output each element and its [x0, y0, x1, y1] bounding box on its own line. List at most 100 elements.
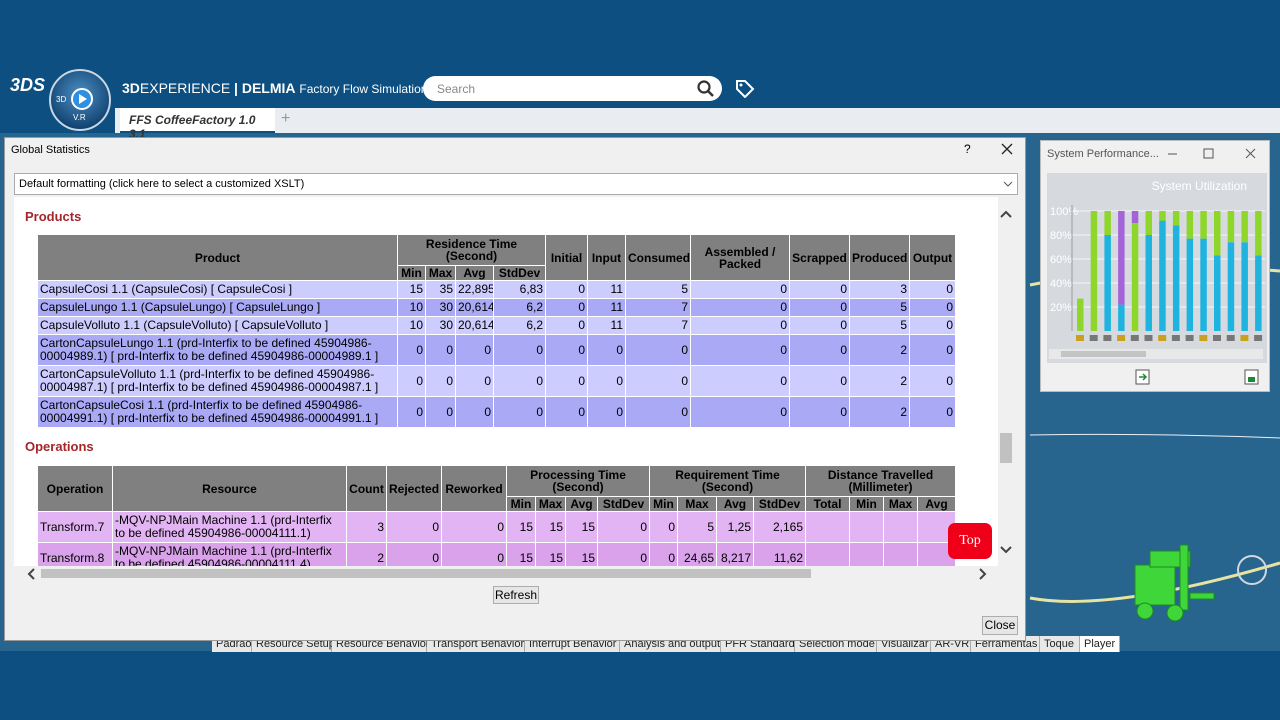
scroll-thumb[interactable]: [41, 569, 811, 578]
table-cell: 2: [849, 396, 911, 428]
help-button[interactable]: ?: [964, 142, 971, 156]
scroll-down[interactable]: [1000, 545, 1012, 555]
toolbar-tab[interactable]: Toque: [1040, 636, 1080, 652]
bar-icon: [1171, 335, 1180, 341]
table-cell: Transform.7: [37, 511, 113, 543]
table-cell: 0: [625, 365, 692, 397]
table-cell: 0: [909, 396, 957, 428]
close-icon[interactable]: [1001, 143, 1013, 155]
utilization-bar: [1186, 211, 1194, 239]
product: | DELMIA: [234, 80, 296, 96]
bar-icon: [1185, 335, 1194, 341]
column-header: Residence Time (Second): [396, 234, 547, 266]
vertical-scrollbar[interactable]: [998, 205, 1014, 566]
window-controls[interactable]: [1166, 147, 1266, 161]
scroll-right[interactable]: [978, 568, 988, 580]
utilization-bar: [1214, 211, 1221, 256]
sub-column-header: Min: [849, 496, 885, 512]
column-header: Reworked: [441, 465, 507, 512]
table-cell: 0: [545, 396, 589, 428]
sub-column-header: Min: [649, 496, 678, 512]
table-header: Product Residence Time (Second) Initial Inp…: [37, 234, 957, 281]
table-cell: 15: [565, 542, 598, 566]
table-cell: 0: [587, 334, 627, 366]
table-cell: 0: [545, 334, 589, 366]
table-cell: 2: [849, 365, 911, 397]
table-row: CapsuleLungo 1.1 (CapsuleLungo) [ Capsul…: [37, 298, 957, 317]
bar-icon: [1117, 335, 1126, 341]
table-cell: 15: [535, 511, 566, 543]
bar-icon: [1103, 335, 1112, 341]
utilization-bar: [1145, 211, 1152, 235]
dialog: Global Statistics ? Default formatting (…: [4, 137, 1026, 641]
table-cell: CartonCapsuleLungo 1.1 (prd-Interfix to …: [37, 334, 398, 366]
bar-icon: [1089, 335, 1098, 341]
app-name: Factory Flow Simulation: [299, 82, 428, 96]
header-row: Product Residence Time (Second) Initial Inp…: [37, 234, 957, 281]
products-table: Product Residence Time (Second) Initial Inp…: [37, 234, 957, 428]
table-row: Transform.7 -MQV-NPJMain Machine 1.1 (prd…: [37, 511, 957, 543]
scroll-left[interactable]: [26, 568, 36, 580]
table-cell: 0: [425, 365, 456, 397]
table-cell: 0: [909, 316, 957, 335]
column-header: Assembled / Packed: [690, 234, 791, 281]
format-dropdown[interactable]: Default formatting (click here to select…: [14, 173, 1018, 195]
table-cell: 5: [849, 316, 911, 335]
utilization-bar: [1172, 225, 1180, 331]
horizontal-scrollbar[interactable]: [14, 566, 998, 581]
table-cell: 8,217: [716, 542, 754, 566]
column-header: Consumed: [625, 234, 692, 281]
table-cell: 0: [545, 280, 589, 299]
table-cell: Transform.8: [37, 542, 113, 566]
table-cell: 0: [397, 396, 426, 428]
table-cell: 0: [909, 365, 957, 397]
add-tab[interactable]: +: [281, 110, 291, 127]
table-row: CapsuleVolluto 1.1 (CapsuleVolluto) [ Ca…: [37, 316, 957, 335]
sub-column-header: Max: [535, 496, 566, 512]
table-cell: 0: [441, 511, 507, 543]
utilization-bar: [1118, 211, 1125, 305]
y-tick-label: 100%: [1050, 206, 1078, 218]
sub-column-header: Min: [397, 265, 426, 281]
table-cell: 20,614: [455, 316, 494, 335]
search-icon[interactable]: [697, 80, 715, 98]
table-cell: 3: [849, 280, 911, 299]
table-cell: 24,65: [677, 542, 717, 566]
sub-column-header: StdDev: [492, 265, 547, 281]
sub-column-header: Avg: [455, 265, 494, 281]
scroll-thumb[interactable]: [1000, 433, 1012, 463]
refresh-button[interactable]: Refresh: [493, 586, 539, 604]
tag-icon[interactable]: [734, 78, 756, 98]
table-cell: 0: [597, 511, 650, 543]
table-cell: 0: [397, 334, 426, 366]
table-cell: 22,895: [455, 280, 494, 299]
sub-column-header: Avg: [917, 496, 957, 512]
utilization-bar: [1118, 304, 1125, 331]
utilization-bar: [1077, 298, 1084, 331]
sub-column-header: Min: [506, 496, 536, 512]
table-cell: CapsuleCosi 1.1 (CapsuleCosi) [ CapsuleC…: [37, 280, 398, 299]
brand: EXPERIENCE: [139, 80, 231, 96]
section-heading: Operations: [25, 439, 94, 454]
close-button[interactable]: Close: [982, 616, 1018, 635]
performance-window: System Performance... System Utilization…: [1040, 140, 1270, 392]
utilization-bar: [1200, 211, 1207, 239]
table-cell: 0: [455, 334, 494, 366]
top-button[interactable]: Top: [948, 523, 992, 559]
toolbar-tab[interactable]: Player: [1080, 636, 1120, 652]
tab-strip: [115, 108, 1280, 133]
search-box[interactable]: Search: [423, 76, 722, 101]
save-icon[interactable]: [1242, 367, 1262, 387]
export-icon[interactable]: [1133, 367, 1153, 387]
dialog-title: Global Statistics: [11, 144, 90, 156]
table-body: Transform.7 -MQV-NPJMain Machine 1.1 (prd…: [37, 511, 957, 566]
chart-title: System Utilization: [1152, 179, 1247, 193]
column-header: Requirement Time (Second): [648, 465, 807, 497]
window-title: System Performance...: [1047, 148, 1159, 160]
tab[interactable]: FFS CoffeeFactory 1.0 3.1: [120, 108, 275, 141]
scroll-up[interactable]: [1000, 209, 1012, 219]
header-row: Operation Resource Count Rejected Reworked Pr…: [37, 465, 957, 512]
table-cell: -MQV-NPJMain Machine 1.1 (prd-Interfix t…: [112, 542, 347, 566]
bar-icon: [1076, 335, 1084, 341]
utilization-bar: [1227, 242, 1235, 331]
